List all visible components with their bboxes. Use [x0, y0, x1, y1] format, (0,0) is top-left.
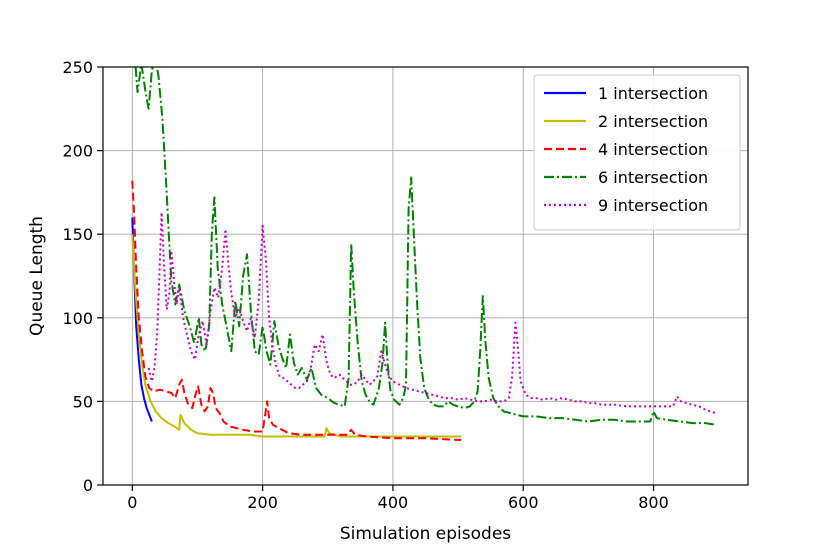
- y-tick-label: 250: [62, 58, 93, 77]
- x-tick-label: 0: [127, 493, 137, 512]
- x-tick-label: 200: [247, 493, 278, 512]
- series-line-3: [131, 180, 462, 441]
- series-line-5: [147, 211, 716, 415]
- y-tick-label: 200: [62, 142, 93, 161]
- y-tick-label: 50: [73, 392, 93, 411]
- legend-entry-label: 1 intersection: [598, 84, 708, 103]
- y-tick-label: 0: [83, 476, 93, 495]
- y-tick-label: 100: [62, 309, 93, 328]
- series-layer: [131, 67, 716, 441]
- legend-entry-label: 6 intersection: [598, 168, 708, 187]
- x-tick-label: 800: [638, 493, 669, 512]
- legend-box: [533, 74, 741, 231]
- legend-entry-label: 4 intersection: [598, 140, 708, 159]
- series-line-2: [131, 234, 462, 438]
- legend-entry-label: 9 intersection: [598, 196, 708, 215]
- y-tick-label: 150: [62, 225, 93, 244]
- axis-ticks: 0 200 400 600 800 0 50 100 150 200 250: [62, 58, 668, 512]
- x-tick-label: 400: [378, 493, 409, 512]
- legend-entry-label: 2 intersection: [598, 112, 708, 131]
- y-axis-label: Queue Length: [27, 216, 47, 336]
- legend: 1 intersection 2 intersection 4 intersecti…: [533, 74, 741, 231]
- series-line-4: [134, 67, 716, 426]
- x-tick-label: 600: [508, 493, 539, 512]
- x-axis-label: Simulation episodes: [340, 524, 511, 544]
- plot-frame: [102, 66, 749, 486]
